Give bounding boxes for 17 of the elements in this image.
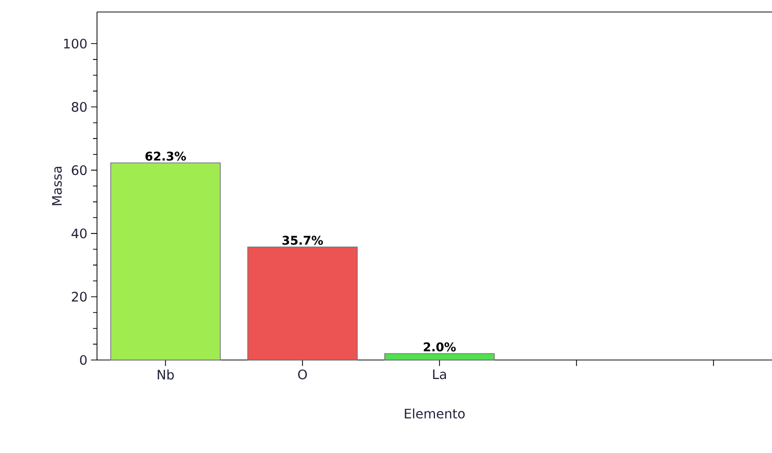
data-label: 62.3%: [145, 152, 186, 161]
y-tick-label: 100: [64, 38, 87, 49]
y-tick-label: 0: [80, 355, 87, 365]
y-axis-title: Massa: [52, 166, 62, 206]
x-tick-label: La: [433, 370, 446, 380]
bar: [384, 353, 495, 360]
bar: [247, 246, 358, 360]
bar: [110, 162, 221, 360]
y-tick-label: 40: [72, 228, 87, 238]
x-tick-label: O: [298, 370, 307, 380]
data-label: 35.7%: [282, 236, 323, 245]
y-tick-label: 60: [72, 165, 87, 176]
x-axis-title: Elemento: [404, 408, 465, 419]
data-label: 2.0%: [424, 342, 456, 352]
y-tick-label: 80: [72, 102, 87, 112]
y-tick-label: 20: [72, 292, 87, 302]
x-tick-label: Nb: [158, 370, 174, 380]
